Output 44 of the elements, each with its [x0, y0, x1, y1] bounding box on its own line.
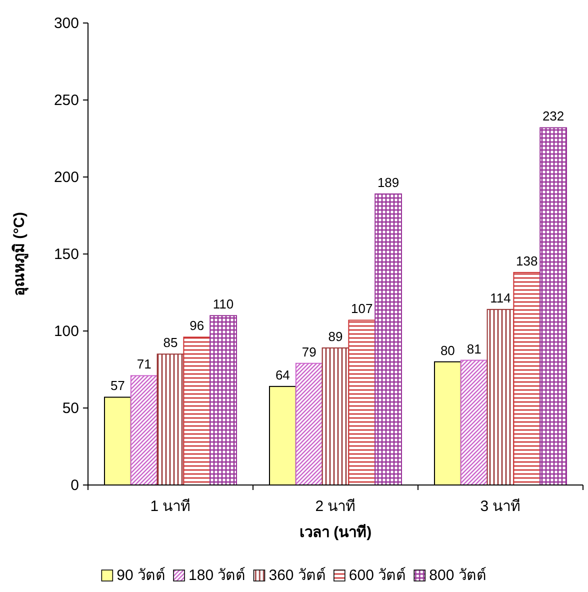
data-label: 85: [163, 335, 178, 350]
legend-label: 180 วัตต์: [188, 567, 246, 584]
data-label: 189: [377, 174, 400, 190]
bar: [486, 308, 514, 486]
data-label: 81: [466, 341, 482, 356]
data-label: 114: [490, 290, 511, 306]
y-tick-label: 0: [70, 477, 79, 494]
data-label: 80: [440, 342, 455, 358]
bar: [374, 193, 402, 486]
y-tick-label: 200: [54, 169, 79, 186]
bar: [322, 347, 350, 486]
y-axis-title: อุณหภูมิ (°C): [10, 212, 29, 296]
bar: [210, 315, 237, 486]
y-tick-label: 150: [54, 246, 79, 263]
data-label: 64: [275, 367, 290, 382]
y-tick-label: 50: [62, 400, 79, 417]
bar: [540, 127, 567, 486]
bar: [295, 362, 323, 486]
data-label: 89: [328, 328, 343, 344]
bar: [348, 320, 376, 486]
bar: [513, 272, 541, 486]
y-tick-label: 300: [54, 15, 79, 32]
legend-label: 800 วัตต์: [429, 567, 486, 584]
x-axis-title: เวลา (นาที): [299, 524, 372, 541]
bar: [460, 360, 488, 486]
legend-label: 360 วัตต์: [268, 567, 326, 584]
x-tick-label: 3 นาที: [480, 498, 521, 515]
data-label: 110: [212, 296, 234, 312]
data-label: 107: [351, 301, 373, 316]
data-label: 71: [136, 356, 152, 372]
data-label: 96: [190, 318, 204, 334]
y-tick-label: 100: [54, 323, 79, 340]
legend-label: 600 วัตต์: [348, 567, 406, 584]
bar: [156, 354, 184, 486]
legend-label: 90 วัตต์: [116, 567, 166, 584]
x-tick-label: 2 นาที: [315, 498, 356, 515]
data-label: 79: [302, 344, 316, 360]
data-label: 232: [542, 108, 564, 124]
bar: [130, 375, 158, 486]
x-tick-label: 1 นาที: [150, 498, 191, 515]
bar: [183, 336, 211, 486]
data-label: 57: [110, 378, 125, 394]
data-label: 138: [516, 253, 538, 268]
y-tick-label: 250: [54, 92, 79, 109]
